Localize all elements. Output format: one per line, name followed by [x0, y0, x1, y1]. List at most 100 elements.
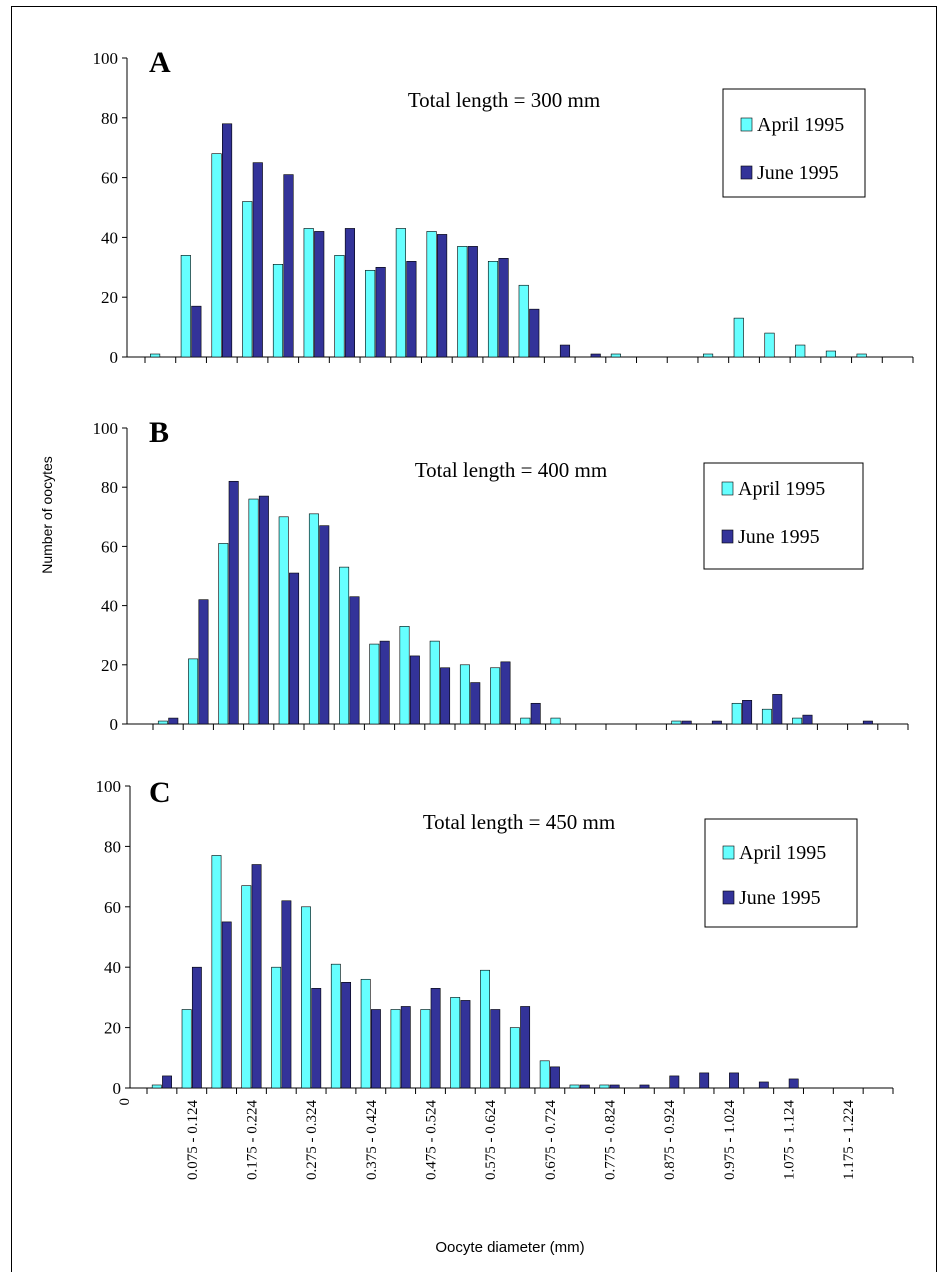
bar-april — [334, 255, 345, 358]
bar-april — [825, 350, 836, 358]
x-tick-label: 1.075 - 1.124 — [782, 1100, 798, 1180]
legend-label: April 1995 — [757, 114, 844, 136]
y-axis-label: Number of oocytes — [39, 456, 55, 574]
bar-april — [241, 885, 252, 1089]
bar-june — [349, 596, 360, 725]
bar-june — [162, 1075, 172, 1089]
y-tick-label: 100 — [96, 777, 122, 796]
chart-panels: 0 20 40 60 80 100 A Total length = 300 mm April … — [93, 46, 914, 1180]
x-tick-label: 0.975 - 1.024 — [722, 1100, 738, 1180]
bar-june — [168, 717, 179, 725]
bar-june — [590, 353, 601, 358]
bar-april — [487, 261, 499, 358]
panel-b: 0 20 40 60 80 100 B Total length = 400 mm April … — [93, 416, 909, 734]
bar-april — [539, 1060, 550, 1089]
bar-april — [480, 969, 490, 1089]
bar-june — [758, 1081, 769, 1089]
bar-june — [729, 1072, 739, 1089]
bar-june — [467, 246, 478, 358]
bar-june — [228, 480, 239, 725]
panel-letter: B — [149, 416, 169, 449]
bar-june — [258, 495, 269, 725]
bar-april — [151, 1084, 162, 1089]
bar-june — [699, 1072, 710, 1089]
bar-april — [792, 717, 803, 725]
legend-label: April 1995 — [738, 478, 825, 500]
y-tick-label: 40 — [104, 958, 121, 977]
bar-april — [271, 966, 282, 1089]
legend-swatch-april — [722, 845, 735, 860]
bar-april — [550, 717, 561, 725]
bar-june — [251, 864, 262, 1089]
x-origin-label: 0 — [117, 1098, 133, 1106]
y-tick-label: 0 — [113, 1079, 122, 1098]
y-tick-label: 60 — [104, 898, 121, 917]
bar-april — [301, 906, 311, 1089]
panel-subtitle: Total length = 300 mm — [408, 88, 600, 112]
bar-april — [569, 1084, 580, 1089]
bar-april — [211, 153, 222, 358]
bar-june — [437, 234, 448, 358]
bar-june — [283, 174, 294, 358]
bar-june — [314, 231, 325, 358]
bar-april — [150, 353, 161, 358]
panel-c: 0 20 40 60 80 100 C Total length = 450 mm April … — [96, 776, 894, 1180]
bar-april — [272, 264, 284, 358]
bar-april — [365, 269, 376, 358]
bar-june — [609, 1084, 620, 1089]
bar-june — [802, 714, 813, 725]
bar-june — [788, 1078, 799, 1089]
y-tick-label: 20 — [104, 1019, 121, 1038]
x-tick-label: 0.275 - 0.324 — [304, 1100, 320, 1180]
y-tick-label: 0 — [110, 715, 119, 734]
bar-june — [498, 258, 509, 358]
bar-april — [390, 1009, 401, 1089]
bar-april — [856, 353, 867, 358]
bar-june — [470, 682, 481, 725]
bar-april — [795, 344, 806, 358]
bar-june — [289, 572, 300, 725]
bar-april — [520, 717, 531, 725]
bar-april — [188, 658, 199, 725]
legend-swatch-june — [740, 165, 753, 180]
y-tick-label: 80 — [101, 109, 118, 128]
bar-april — [211, 855, 222, 1089]
y-tick-label: 80 — [101, 478, 118, 497]
bar-april — [308, 513, 319, 725]
bar-april — [731, 702, 742, 725]
bar-june — [430, 988, 441, 1089]
bar-june — [669, 1075, 680, 1089]
bar-april — [218, 543, 229, 725]
y-tick-label: 60 — [101, 537, 118, 556]
bar-april — [429, 640, 440, 725]
legend-label: April 1995 — [739, 842, 826, 864]
bar-april — [426, 231, 437, 358]
bar-june — [520, 1006, 531, 1089]
bar-june — [370, 1009, 381, 1089]
bar-april — [399, 626, 410, 725]
y-tick-label: 0 — [110, 348, 119, 367]
bar-june — [252, 162, 263, 358]
bar-june — [490, 1009, 501, 1089]
bar-april — [157, 720, 168, 725]
bar-june — [460, 1000, 471, 1089]
legend-box — [704, 818, 858, 928]
bar-april — [339, 566, 350, 725]
bar-april — [518, 284, 529, 358]
bar-june — [409, 655, 420, 725]
panel-subtitle: Total length = 450 mm — [423, 810, 615, 834]
bar-june — [529, 308, 540, 358]
y-tick-label: 80 — [104, 837, 121, 856]
bar-june — [191, 305, 202, 358]
bar-april — [278, 516, 289, 725]
bar-june — [400, 1006, 411, 1089]
bar-june — [681, 720, 692, 725]
legend-swatch-april — [740, 117, 753, 132]
bar-june — [311, 988, 322, 1089]
y-tick-label: 40 — [101, 597, 118, 616]
bar-april — [330, 963, 341, 1089]
legend-box — [703, 462, 864, 570]
bar-june — [862, 720, 873, 725]
bar-april — [764, 332, 775, 358]
